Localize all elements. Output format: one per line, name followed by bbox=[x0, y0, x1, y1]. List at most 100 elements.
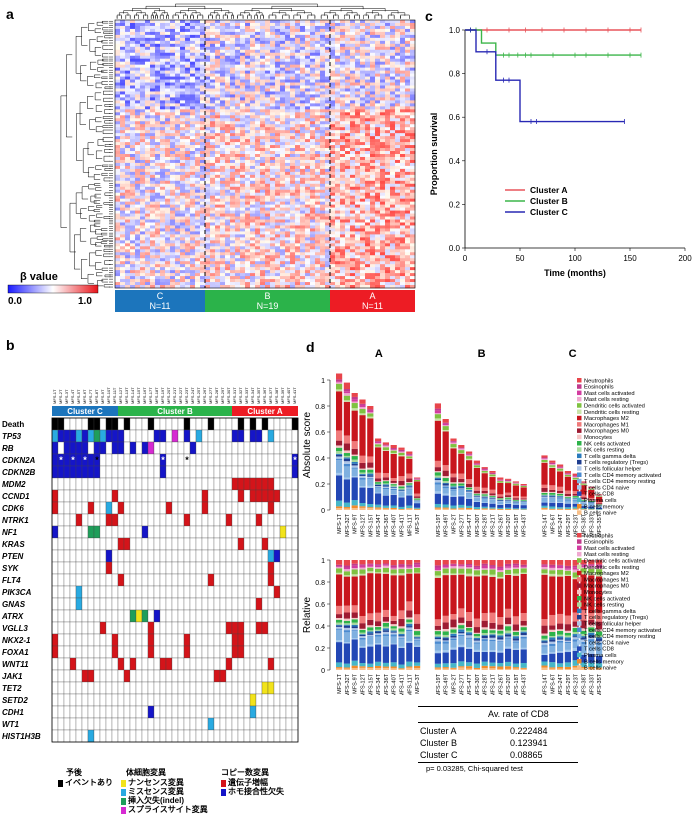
heatmap-cell bbox=[120, 73, 126, 77]
heatmap-cell bbox=[350, 85, 356, 89]
heatmap-cell bbox=[405, 112, 411, 116]
heatmap-cell bbox=[290, 79, 296, 83]
heatmap-cell bbox=[115, 186, 121, 191]
heatmap-cell bbox=[300, 91, 306, 95]
heatmap-cell bbox=[170, 127, 176, 131]
heatmap-cell bbox=[175, 171, 181, 176]
heatmap-cell bbox=[360, 127, 366, 131]
heatmap-cell bbox=[275, 103, 281, 107]
heatmap-cell bbox=[220, 103, 226, 107]
heatmap-cell bbox=[390, 55, 396, 60]
heatmap-cell bbox=[190, 136, 196, 140]
heatmap-cell bbox=[130, 195, 136, 199]
heatmap-cell bbox=[290, 25, 296, 30]
heatmap-cell bbox=[280, 130, 286, 134]
heatmap-cell bbox=[205, 154, 211, 158]
heatmap-cell bbox=[210, 112, 216, 116]
heatmap-cell bbox=[305, 228, 311, 232]
heatmap-cell bbox=[300, 216, 306, 220]
heatmap-cell bbox=[395, 124, 401, 128]
heatmap-cell bbox=[145, 186, 151, 191]
heatmap-cell bbox=[400, 225, 406, 229]
heatmap-cell bbox=[295, 159, 301, 164]
heatmap-cell bbox=[145, 100, 151, 104]
heatmap-cell bbox=[240, 133, 246, 137]
heatmap-cell bbox=[400, 216, 406, 220]
heatmap-cell bbox=[410, 61, 416, 65]
heatmap-cell bbox=[400, 106, 406, 110]
heatmap-cell bbox=[230, 189, 236, 194]
heatmap-cell bbox=[355, 37, 361, 42]
heatmap-cell bbox=[235, 142, 241, 146]
heatmap-cell bbox=[315, 61, 321, 65]
heatmap-cell bbox=[130, 213, 136, 217]
heatmap-cell bbox=[340, 115, 346, 119]
heatmap-cell bbox=[195, 40, 201, 45]
heatmap-cell bbox=[230, 97, 236, 101]
heatmap-cell bbox=[410, 192, 416, 196]
heatmap-cell bbox=[395, 213, 401, 217]
heatmap-cell bbox=[210, 231, 216, 235]
heatmap-cell bbox=[130, 112, 136, 116]
heatmap-cell bbox=[130, 100, 136, 104]
heatmap-cell bbox=[205, 22, 211, 27]
heatmap-cell bbox=[290, 198, 296, 202]
heatmap-cell bbox=[265, 162, 271, 167]
heatmap-cell bbox=[270, 159, 276, 164]
heatmap-cell bbox=[175, 109, 181, 113]
heatmap-cell bbox=[305, 180, 311, 185]
heatmap-cell bbox=[210, 52, 216, 57]
heatmap-cell bbox=[405, 142, 411, 146]
heatmap-cell bbox=[260, 148, 266, 152]
heatmap-cell bbox=[345, 210, 351, 214]
heatmap-cell bbox=[360, 148, 366, 152]
heatmap-cell bbox=[340, 133, 346, 137]
heatmap-cell bbox=[150, 145, 156, 149]
heatmap-cell bbox=[250, 162, 256, 167]
heatmap-cell bbox=[365, 162, 371, 167]
heatmap-cell bbox=[325, 145, 331, 149]
heatmap-cell bbox=[130, 165, 136, 170]
heatmap-cell bbox=[165, 100, 171, 104]
heatmap-cell bbox=[225, 219, 231, 223]
heatmap-cell bbox=[400, 195, 406, 199]
heatmap-cell bbox=[145, 79, 151, 83]
heatmap-cell bbox=[390, 20, 396, 24]
heatmap-cell bbox=[175, 55, 181, 60]
heatmap-cell bbox=[205, 136, 211, 140]
heatmap-cell bbox=[185, 183, 191, 188]
heatmap-cell bbox=[145, 148, 151, 152]
heatmap-cell bbox=[220, 231, 226, 235]
heatmap-cell bbox=[395, 118, 401, 122]
heatmap-cell bbox=[255, 49, 261, 54]
heatmap-cell bbox=[355, 198, 361, 202]
heatmap-cell bbox=[235, 145, 241, 149]
heatmap-cell bbox=[355, 192, 361, 196]
heatmap-cell bbox=[265, 97, 271, 101]
heatmap-cell bbox=[210, 162, 216, 167]
heatmap-cell bbox=[190, 171, 196, 176]
heatmap-cell bbox=[215, 195, 221, 199]
heatmap-cell bbox=[140, 49, 146, 54]
heatmap-cell bbox=[215, 165, 221, 170]
heatmap-cell bbox=[235, 55, 241, 60]
heatmap-cell bbox=[150, 136, 156, 140]
heatmap-cell bbox=[390, 165, 396, 170]
heatmap-cell bbox=[125, 174, 131, 179]
heatmap-cell bbox=[375, 52, 381, 57]
heatmap-cell bbox=[135, 183, 141, 188]
heatmap-cell bbox=[380, 25, 386, 30]
heatmap-cell bbox=[190, 159, 196, 164]
heatmap-cell bbox=[385, 55, 391, 60]
heatmap-cell bbox=[215, 198, 221, 202]
heatmap-cell bbox=[305, 136, 311, 140]
heatmap-cell bbox=[210, 139, 216, 143]
heatmap-cell bbox=[165, 219, 171, 223]
heatmap-cell bbox=[200, 79, 206, 83]
heatmap-cell bbox=[355, 67, 361, 71]
heatmap-cell bbox=[240, 76, 246, 80]
heatmap-cell bbox=[295, 222, 301, 226]
heatmap-cell bbox=[255, 151, 261, 155]
heatmap-cell bbox=[385, 46, 391, 51]
heatmap-cell bbox=[365, 177, 371, 182]
